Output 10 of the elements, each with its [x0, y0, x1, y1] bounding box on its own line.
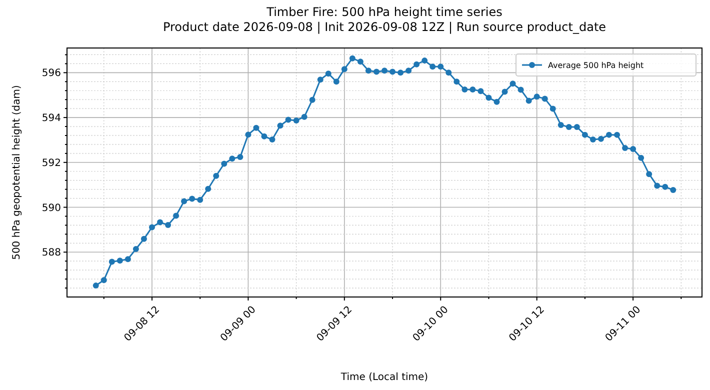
y-tick-label: 594 — [42, 113, 61, 124]
y-tick-label: 592 — [42, 158, 61, 169]
legend-label: Average 500 hPa height — [548, 60, 644, 70]
y-axis-title: 500 hPa geopotential height (dam) — [12, 84, 22, 260]
y-tick-label: 588 — [42, 248, 61, 259]
chart-subtitle: Product date 2026-09-08 | Init 2026-09-08 12Z | Run source product_date — [162, 20, 606, 34]
x-axis-title: Time (Local time) — [340, 372, 428, 383]
y-tick-label: 590 — [42, 202, 61, 214]
y-tick-label: 596 — [42, 68, 61, 80]
chart-title: Timber Fire: 500 hPa height time series — [266, 5, 502, 19]
